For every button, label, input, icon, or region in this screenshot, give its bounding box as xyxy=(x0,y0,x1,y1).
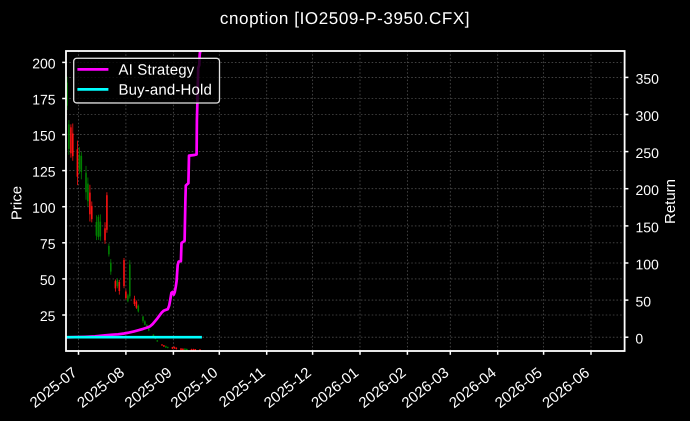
svg-text:150: 150 xyxy=(32,128,56,144)
svg-text:350: 350 xyxy=(636,71,660,87)
svg-text:75: 75 xyxy=(40,236,56,252)
svg-text:250: 250 xyxy=(636,145,660,161)
svg-text:0: 0 xyxy=(635,331,643,347)
svg-text:200: 200 xyxy=(32,55,56,71)
svg-text:100: 100 xyxy=(32,200,56,216)
svg-text:100: 100 xyxy=(635,256,659,272)
svg-text:200: 200 xyxy=(636,182,660,198)
svg-text:175: 175 xyxy=(32,92,56,108)
svg-text:Price: Price xyxy=(8,186,25,220)
svg-text:cnoption [IO2509-P-3950.CFX]: cnoption [IO2509-P-3950.CFX] xyxy=(220,9,470,28)
svg-text:300: 300 xyxy=(636,108,660,124)
svg-text:25: 25 xyxy=(40,308,56,324)
svg-text:Buy-and-Hold: Buy-and-Hold xyxy=(118,82,212,99)
svg-text:50: 50 xyxy=(635,293,651,309)
svg-text:150: 150 xyxy=(635,219,659,235)
svg-text:50: 50 xyxy=(40,272,56,288)
svg-text:Return: Return xyxy=(662,179,679,224)
svg-text:AI Strategy: AI Strategy xyxy=(119,62,195,79)
svg-text:125: 125 xyxy=(32,164,56,180)
